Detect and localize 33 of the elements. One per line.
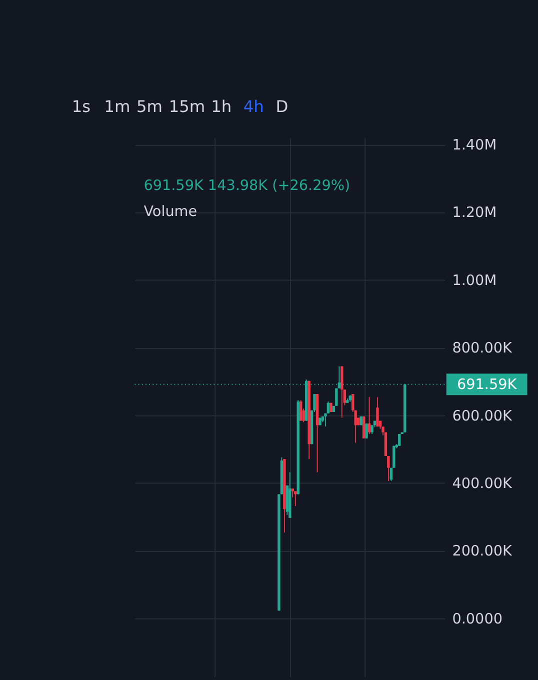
- text: 1h: [211, 96, 232, 116]
- y-tick-label: 600.00K: [452, 408, 512, 424]
- text: 1s: [72, 96, 91, 116]
- text: 1m: [104, 96, 130, 116]
- y-tick-label: 400.00K: [452, 476, 512, 492]
- candlestick: [354, 410, 357, 444]
- candlestick: [362, 416, 366, 439]
- candlestick: [300, 400, 302, 422]
- y-tick-label: 800.00K: [452, 340, 512, 357]
- text: 5m: [136, 96, 163, 116]
- candlestick: [294, 490, 297, 507]
- y-tick-label: 1.00M: [452, 272, 497, 289]
- y-tick-label: 200.00K: [452, 544, 512, 560]
- text: 15m: [168, 96, 206, 116]
- candlestick: [392, 445, 396, 468]
- candlestick: [384, 432, 388, 456]
- candlestick: [324, 412, 327, 427]
- y-tick-label: 1.40M: [452, 138, 497, 154]
- ref-line-label: 691.59K: [456, 376, 518, 393]
- candlestick: [326, 401, 330, 414]
- text: D: [276, 96, 288, 116]
- candlestick: [335, 388, 338, 406]
- candlestick: [387, 456, 390, 482]
- candlestick: [376, 396, 379, 427]
- candlestick: [368, 396, 371, 434]
- candlestick: [340, 366, 344, 418]
- y-tick-label: 1.20M: [452, 205, 497, 222]
- y-tick-label: 0.0000: [452, 611, 502, 628]
- text: 4h: [243, 96, 264, 116]
- text: Volume: [144, 204, 198, 220]
- candlestick: [390, 467, 393, 482]
- candlestick: [365, 423, 368, 439]
- annotation: 691.59K 143.98K (+26.29%): [144, 178, 350, 194]
